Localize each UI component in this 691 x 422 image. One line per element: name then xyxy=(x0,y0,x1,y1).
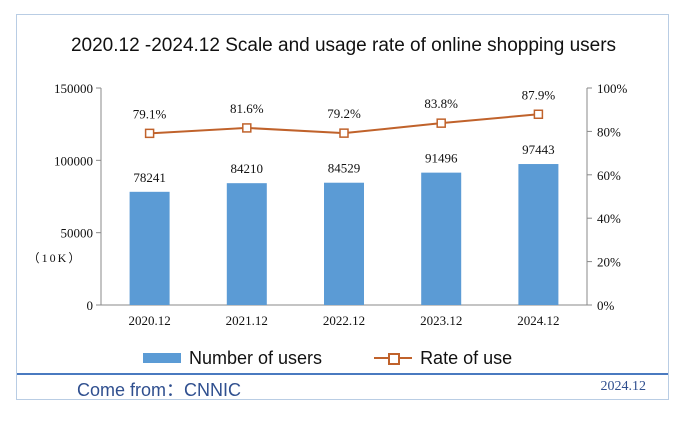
legend-label-rate: Rate of use xyxy=(420,347,513,368)
legend-item-line: Rate of use xyxy=(374,348,512,369)
bar xyxy=(324,182,364,305)
x-tick-label: 2023.12 xyxy=(420,313,462,328)
chart-title: 2020.12 -2024.12 Scale and usage rate of… xyxy=(70,35,617,56)
bar xyxy=(421,172,462,305)
right-tick-label: 40% xyxy=(597,211,621,226)
rate-value-label: 79.2% xyxy=(327,106,361,121)
x-tick-label: 2022.12 xyxy=(323,313,365,328)
left-tick-label: 150000 xyxy=(54,81,93,96)
x-tick-label: 2020.12 xyxy=(128,313,170,328)
rate-marker xyxy=(339,128,349,138)
right-tick-label: 60% xyxy=(597,168,621,183)
x-tick-label: 2024.12 xyxy=(517,313,559,328)
legend-label-users: Number of users xyxy=(189,347,323,368)
left-tick-label: 0 xyxy=(87,298,94,313)
rate-marker xyxy=(242,123,252,133)
bar xyxy=(518,164,559,305)
rate-value-label: 83.8% xyxy=(424,96,458,111)
left-tick-label: 100000 xyxy=(54,153,93,168)
x-tick-label: 2021.12 xyxy=(226,313,268,328)
bar xyxy=(226,183,267,305)
rate-value-label: 87.9% xyxy=(522,87,556,102)
rate-marker xyxy=(144,128,155,139)
bar-value-label: 84210 xyxy=(231,161,264,176)
right-tick-label: 20% xyxy=(597,255,621,270)
chart-plot: 0 50000 100000 150000 （10K） 0% 20% 40% 60% 80% 100… xyxy=(28,81,628,328)
rate-marker xyxy=(436,118,446,128)
left-tick-label: 50000 xyxy=(61,226,94,241)
right-tick-label: 80% xyxy=(597,124,621,139)
footer-divider xyxy=(17,373,668,375)
bar-value-label: 84529 xyxy=(328,161,361,176)
chart-frame: 2020.12 -2024.12 Scale and usage rate of… xyxy=(16,14,669,400)
rate-value-label: 79.1% xyxy=(133,106,167,121)
legend-bar-swatch xyxy=(143,353,181,363)
right-tick-label: 100% xyxy=(597,81,628,96)
legend-item-bar: Number of users xyxy=(143,348,322,369)
rate-marker xyxy=(533,109,544,120)
legend-line-swatch xyxy=(374,351,413,365)
bar-value-label: 97443 xyxy=(522,142,555,157)
date-text: 2024.12 xyxy=(600,379,647,394)
bar-value-label: 91496 xyxy=(425,151,458,166)
bar xyxy=(129,191,170,305)
bar-value-label: 78241 xyxy=(133,170,166,185)
source-text: Come from：CNNIC xyxy=(77,380,242,400)
right-tick-label: 0% xyxy=(597,298,615,313)
left-axis-unit: （10K） xyxy=(28,251,83,265)
chart-legend: Number of users Rate of use xyxy=(143,346,564,370)
rate-value-label: 81.6% xyxy=(230,101,264,116)
